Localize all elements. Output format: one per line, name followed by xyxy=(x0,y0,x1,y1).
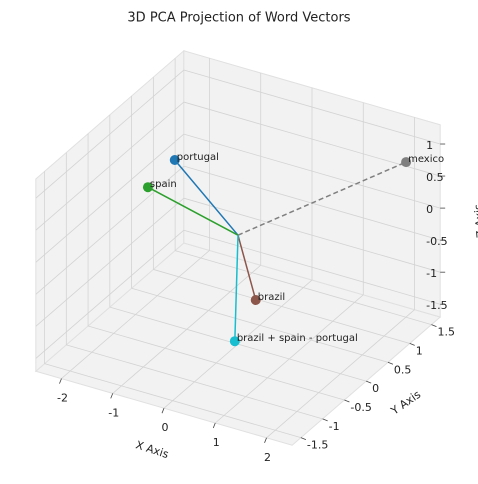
vector-line xyxy=(174,159,239,236)
grid-line xyxy=(35,133,185,263)
grid-line xyxy=(183,133,441,209)
tick-mark xyxy=(387,361,394,365)
grid-line xyxy=(183,229,441,305)
y-tick-label: 1.5 xyxy=(437,326,455,339)
tick-mark xyxy=(300,437,307,441)
x-tick-label: -1 xyxy=(108,406,119,419)
point-label: mexico xyxy=(408,154,444,165)
y-tick-label: 0.5 xyxy=(394,363,412,376)
grid-line xyxy=(183,101,441,177)
chart-title: 3D PCA Projection of Word Vectors xyxy=(127,11,350,26)
tick-mark xyxy=(212,422,216,429)
tick-mark xyxy=(161,408,165,414)
z-tick-label: -1.5 xyxy=(426,299,447,312)
y-tick-label: 0 xyxy=(372,382,379,395)
y-axis-label: Y Axis xyxy=(388,388,424,418)
y-tick-label: -1.5 xyxy=(307,439,328,452)
x-tick-label: -2 xyxy=(57,392,68,405)
z-axis-label: Z Axis xyxy=(472,203,478,238)
x-tick-label: 1 xyxy=(213,436,220,449)
y-tick-label: -0.5 xyxy=(350,401,371,414)
grid-line xyxy=(35,101,185,231)
vector-line xyxy=(237,161,407,236)
grid-line xyxy=(35,229,185,359)
grid-line xyxy=(35,165,185,295)
point-label: portugal xyxy=(177,152,219,163)
vector-line xyxy=(147,186,239,236)
vector-line xyxy=(237,234,257,301)
z-tick-label: 1 xyxy=(426,139,433,152)
grid-line xyxy=(44,363,301,439)
z-tick-label: -1 xyxy=(426,267,437,280)
tick-mark xyxy=(59,378,62,384)
grid-line xyxy=(175,250,432,325)
tick-mark xyxy=(366,380,372,384)
tick-mark xyxy=(409,343,415,346)
grid-line xyxy=(183,69,441,145)
vector-line xyxy=(234,235,239,342)
x-tick-label: 2 xyxy=(264,451,271,464)
grid-line xyxy=(131,287,389,363)
point-label: brazil xyxy=(258,292,285,303)
grid-line xyxy=(153,269,410,344)
grid-line xyxy=(35,69,185,199)
point xyxy=(401,157,412,168)
grid-line xyxy=(66,344,323,420)
z-tick-label: 0.5 xyxy=(426,171,444,184)
y-tick-label: -1 xyxy=(329,420,340,433)
tick-mark xyxy=(264,437,267,443)
tick-mark xyxy=(322,418,328,422)
grid-line xyxy=(35,197,185,327)
grid-line xyxy=(183,197,441,273)
tick-mark xyxy=(110,393,114,399)
x-axis-label: X Axis xyxy=(134,438,170,461)
grid-line xyxy=(87,325,345,401)
point xyxy=(229,336,240,347)
point xyxy=(142,182,153,193)
point xyxy=(250,294,261,305)
z-tick-label: 0 xyxy=(426,203,433,216)
point-label: brazil + spain - portugal xyxy=(237,333,358,344)
y-tick-label: 1 xyxy=(416,344,423,357)
point-label: spain xyxy=(150,179,177,190)
z-tick-label: -0.5 xyxy=(426,235,447,248)
x-tick-label: 0 xyxy=(162,421,169,434)
tick-mark xyxy=(431,324,437,327)
point xyxy=(169,155,180,166)
tick-mark xyxy=(344,399,350,403)
